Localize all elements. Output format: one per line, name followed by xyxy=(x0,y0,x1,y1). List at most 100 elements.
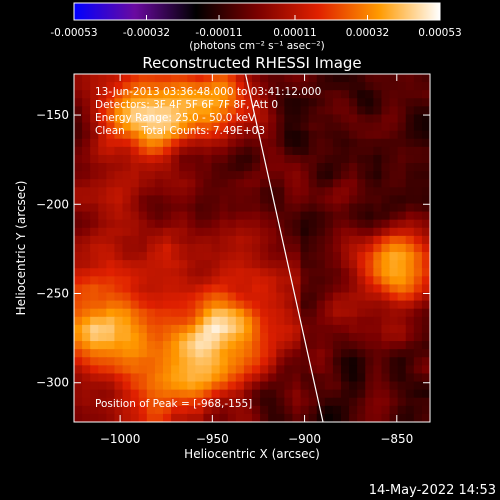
heatmap-cell xyxy=(187,292,196,302)
heatmap-cell xyxy=(227,219,237,229)
heatmap-cell xyxy=(227,243,237,253)
heatmap-cell xyxy=(203,357,213,366)
heatmap-cell xyxy=(227,74,237,83)
heatmap-cell xyxy=(74,203,83,213)
heatmap-cell xyxy=(82,292,91,302)
heatmap-cell xyxy=(195,316,205,326)
heatmap-cell xyxy=(389,260,399,269)
heatmap-cell xyxy=(405,106,415,116)
heatmap-cell xyxy=(146,163,156,172)
heatmap-cell xyxy=(211,268,221,277)
heatmap-cell xyxy=(114,122,124,132)
heatmap-cell xyxy=(235,365,245,375)
heatmap-cell xyxy=(413,300,423,310)
heatmap-cell xyxy=(219,171,229,180)
heatmap-cell xyxy=(179,308,188,318)
heatmap-cell xyxy=(106,276,116,286)
heatmap-cell xyxy=(292,373,302,383)
heatmap-cell xyxy=(308,405,318,415)
heatmap-cell xyxy=(179,90,188,99)
heatmap-cell xyxy=(74,332,83,342)
heatmap-cell xyxy=(179,243,188,253)
heatmap-cell xyxy=(179,138,188,148)
heatmap-cell xyxy=(146,300,156,310)
heatmap-cell xyxy=(90,211,99,221)
heatmap-cell xyxy=(324,235,334,245)
heatmap-cell xyxy=(203,211,213,221)
heatmap-cell xyxy=(397,397,407,407)
heatmap-cell xyxy=(341,373,350,383)
heatmap-cell xyxy=(146,413,156,422)
heatmap-cell xyxy=(397,146,407,156)
heatmap-cell xyxy=(122,235,132,245)
heatmap-cell xyxy=(98,252,107,261)
heatmap-cell xyxy=(227,316,237,326)
heatmap-cell xyxy=(82,260,91,269)
heatmap-cell xyxy=(171,187,180,196)
heatmap-cell xyxy=(252,349,261,358)
heatmap-cell xyxy=(98,227,107,237)
heatmap-cell xyxy=(300,324,310,334)
heatmap-cell xyxy=(130,341,140,350)
heatmap-cell xyxy=(268,82,277,91)
heatmap-cell xyxy=(357,163,366,172)
heatmap-cell xyxy=(163,179,172,188)
heatmap-cell xyxy=(324,276,334,286)
heatmap-cell xyxy=(389,171,399,180)
heatmap-cell xyxy=(341,154,350,164)
heatmap-cell xyxy=(260,365,269,375)
heatmap-cell xyxy=(292,179,302,188)
heatmap-cell xyxy=(146,154,156,164)
heatmap-cell xyxy=(243,211,253,221)
heatmap-cell xyxy=(179,260,188,269)
heatmap-cell xyxy=(219,397,229,407)
heatmap-cell xyxy=(397,138,407,148)
heatmap-cell xyxy=(138,397,148,407)
heatmap-cell xyxy=(357,138,366,148)
heatmap-cell xyxy=(98,130,107,140)
heatmap-cell xyxy=(389,300,399,310)
heatmap-cell xyxy=(276,260,285,269)
heatmap-cell xyxy=(300,179,310,188)
heatmap-cell xyxy=(203,365,213,375)
heatmap-cell xyxy=(211,90,221,99)
heatmap-cell xyxy=(227,300,237,310)
heatmap-cell xyxy=(211,341,221,350)
heatmap-cell xyxy=(332,179,342,188)
heatmap-cell xyxy=(243,260,253,269)
heatmap-cell xyxy=(405,154,415,164)
heatmap-cell xyxy=(324,300,334,310)
heatmap-cell xyxy=(332,373,342,383)
heatmap-cell xyxy=(171,227,180,237)
heatmap-cell xyxy=(292,98,302,107)
heatmap-cell xyxy=(373,98,383,107)
heatmap-cell xyxy=(308,227,318,237)
heatmap-cell xyxy=(316,373,326,383)
heatmap-cell xyxy=(179,300,188,310)
heatmap-cell xyxy=(268,276,277,286)
heatmap-cell xyxy=(243,357,253,366)
heatmap-cell xyxy=(349,349,358,358)
heatmap-cell xyxy=(276,219,285,229)
heatmap-cell xyxy=(227,82,237,91)
heatmap-cell xyxy=(284,332,294,342)
heatmap-cell xyxy=(316,308,326,318)
heatmap-cell xyxy=(243,235,253,245)
heatmap-cell xyxy=(332,163,342,172)
heatmap-cell xyxy=(268,381,277,391)
heatmap-cell xyxy=(421,276,430,286)
heatmap-cell xyxy=(389,98,399,107)
heatmap-cell xyxy=(203,203,213,213)
heatmap-cell xyxy=(82,308,91,318)
heatmap-cell xyxy=(252,163,261,172)
heatmap-cell xyxy=(82,98,91,107)
heatmap-cell xyxy=(405,300,415,310)
heatmap-cell xyxy=(341,405,350,415)
heatmap-cell xyxy=(373,308,383,318)
heatmap-cell xyxy=(260,146,269,156)
heatmap-cell xyxy=(243,146,253,156)
heatmap-cell xyxy=(332,349,342,358)
heatmap-cell xyxy=(324,179,334,188)
heatmap-cell xyxy=(357,106,366,116)
heatmap-cell xyxy=(413,203,423,213)
